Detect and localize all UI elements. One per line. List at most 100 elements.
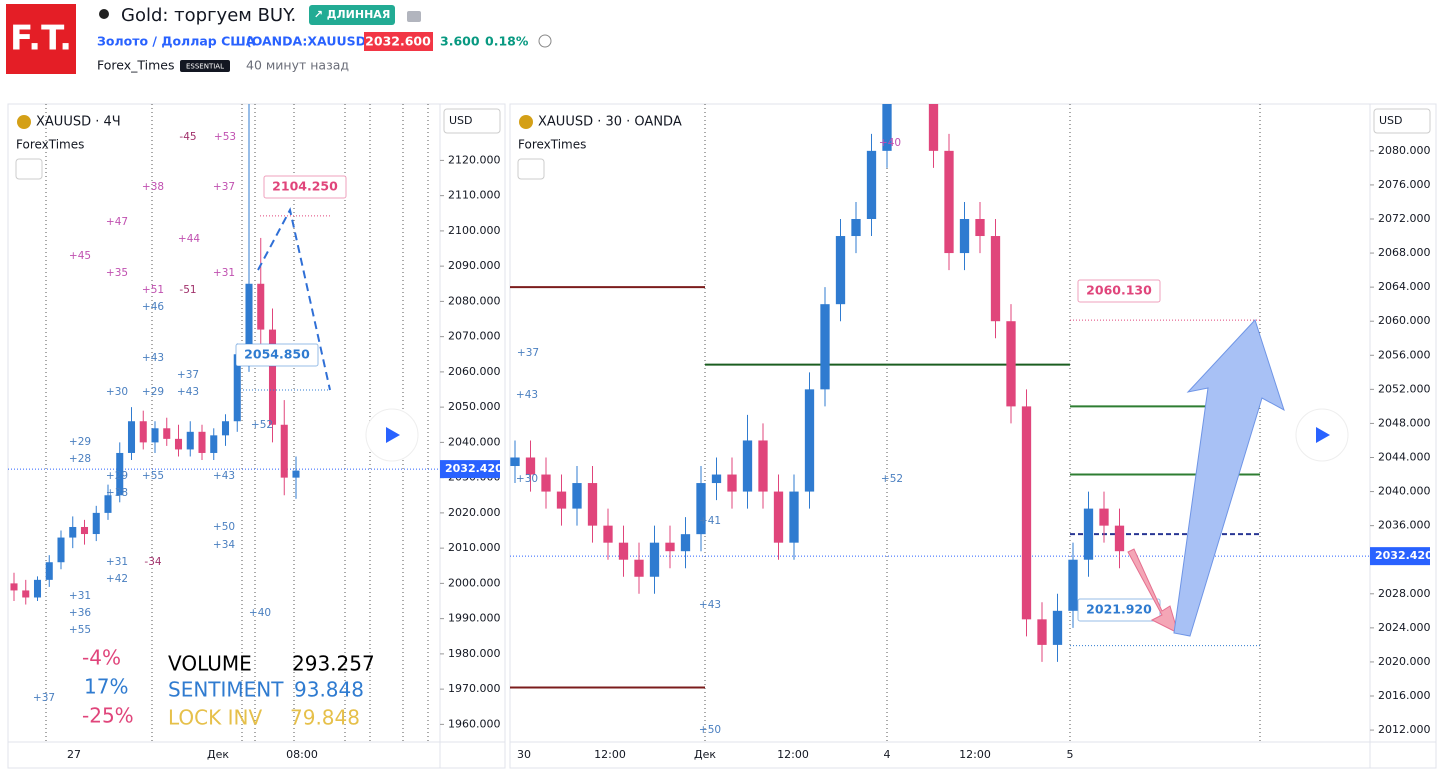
collapse-button[interactable]: [15, 158, 43, 180]
candle-body: [773, 491, 784, 543]
exchange-link[interactable]: (OANDA:XAUUSD): [246, 34, 372, 49]
y-tick-label: 1990.000: [448, 612, 501, 625]
candle-body: [1021, 406, 1032, 620]
candle-body: [80, 526, 89, 535]
marker: +41: [699, 515, 721, 527]
candle-body: [10, 583, 18, 591]
marker: +47: [106, 216, 128, 228]
x-tick-label: Дек: [207, 748, 229, 761]
y-tick-label: 2070.000: [448, 330, 501, 343]
candle-body: [634, 559, 644, 577]
down-arrow: [1127, 548, 1179, 634]
alarm-icon[interactable]: [538, 34, 552, 48]
marker: +43: [177, 386, 199, 398]
candle-body: [556, 491, 567, 509]
marker: +51: [142, 284, 164, 296]
bulb-icon: [99, 9, 109, 19]
y-tick-label: 2052.000: [1378, 382, 1431, 395]
y-tick-label: 2110.000: [448, 189, 501, 202]
y-tick-label: 2024.000: [1378, 621, 1431, 634]
y-tick-label: 2020.000: [448, 506, 501, 519]
candle-body: [959, 218, 970, 254]
candle-body: [69, 526, 77, 538]
candle-body: [649, 542, 660, 577]
price-label: 2054.850: [244, 347, 310, 362]
candle-body: [696, 483, 706, 535]
y-tick-label: 2040.000: [1378, 485, 1431, 498]
candle-body: [245, 283, 253, 355]
candle-body: [1099, 508, 1109, 526]
idea-title: Gold: торгуем BUY.: [121, 5, 296, 26]
marker: +36: [69, 607, 91, 619]
candle-body: [541, 474, 551, 492]
y-tick-label: 2064.000: [1378, 280, 1431, 293]
indicator-name: ForexTimes: [518, 138, 586, 152]
x-tick-label: 12:00: [959, 748, 991, 761]
candle-body: [163, 428, 171, 439]
chart-symbol: XAUUSD · 30 · OANDA: [538, 115, 682, 130]
candle-body: [851, 218, 861, 237]
panel-border: [509, 103, 1437, 769]
stat-text: 293.257: [292, 652, 375, 676]
candle-body: [665, 542, 675, 552]
candle-body: [789, 491, 799, 543]
marker: +50: [699, 724, 721, 736]
y-tick-label: 2000.000: [448, 576, 501, 589]
candle-body: [1114, 525, 1125, 552]
candle-body: [139, 421, 147, 443]
last-price-box: [440, 460, 500, 479]
candle-body: [898, 49, 907, 66]
currency: USD: [1379, 114, 1403, 127]
candle-body: [944, 150, 954, 254]
marker: +50: [213, 521, 235, 533]
currency: USD: [449, 114, 473, 127]
candle-body: [820, 304, 830, 390]
panel-border: [7, 103, 506, 769]
indicator-name: ForexTimes: [16, 138, 84, 152]
marker: +28: [69, 453, 91, 465]
marker: +31: [213, 267, 235, 279]
candle-body: [727, 474, 737, 492]
marker: +43: [699, 599, 721, 611]
price-label: 2104.250: [272, 179, 338, 194]
stat-text: 79.848: [290, 706, 360, 730]
play-icon: [1316, 427, 1330, 443]
marker: +30: [106, 386, 128, 398]
candle-body: [603, 525, 613, 543]
x-tick-label: 27: [67, 748, 81, 761]
y-tick-label: 2012.000: [1378, 723, 1431, 736]
marker: +29: [106, 470, 128, 482]
candle-body: [268, 329, 277, 425]
candle-body: [928, 104, 939, 151]
candle-body: [198, 431, 206, 453]
author[interactable]: Forex_Times: [97, 58, 174, 73]
collapse-button[interactable]: [517, 158, 545, 180]
y-tick-label: 2016.000: [1378, 689, 1431, 702]
marker: -51: [179, 284, 196, 296]
last-price-label: 2032.420: [1375, 549, 1433, 562]
stat-text: -4%: [82, 646, 121, 670]
candle-body: [758, 440, 768, 492]
logo[interactable]: [6, 4, 76, 74]
candle-body: [510, 457, 520, 467]
candle-body: [1037, 619, 1047, 645]
marker: -34: [144, 556, 161, 568]
symbol-link[interactable]: Золото / Доллар США: [97, 34, 256, 49]
candle-body: [742, 440, 753, 492]
marker: +43: [516, 389, 538, 401]
marker: +31: [106, 556, 128, 568]
candle-body: [151, 428, 159, 443]
x-tick-label: Дек: [694, 748, 716, 761]
candle-body: [913, 66, 922, 83]
y-tick-label: 2076.000: [1378, 178, 1431, 191]
y-tick-label: 2040.000: [448, 435, 501, 448]
lock-icon: [407, 11, 421, 22]
marker: +30: [516, 473, 538, 485]
logo-text: F.T.: [10, 19, 72, 59]
y-tick-label: 2120.000: [448, 153, 501, 166]
candle-body: [1006, 321, 1016, 407]
y-tick-label: 2080.000: [448, 294, 501, 307]
y-tick-label: 1980.000: [448, 647, 501, 660]
marker: +38: [142, 181, 164, 193]
change-pct: 0.18%: [485, 34, 529, 49]
